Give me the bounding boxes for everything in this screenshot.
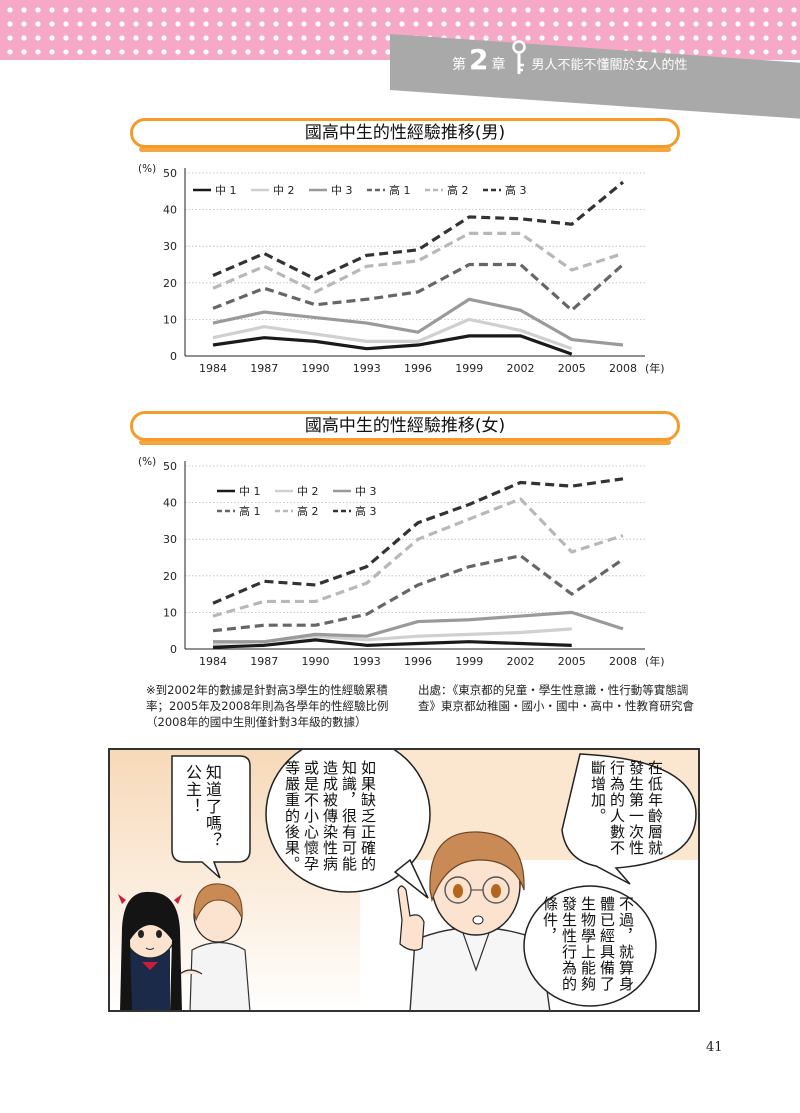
note-source: 出處：《東京都的兒童・學生性意識・性行動等實態調查》東京都幼稚園・國小・國中・高… [418,683,694,713]
y-tick-label: 10 [163,313,177,326]
x-tick-label: 1996 [404,655,432,668]
x-tick-label: 2005 [558,655,586,668]
chart-legend: 中 1 中 2 中 3 高 1 高 2 高 3 [193,183,527,197]
y-tick-label: 30 [163,240,177,253]
series-line-4 [212,554,624,633]
chart-legend: 中 1 中 2 中 3 高 1 高 2 高 3 [217,485,377,518]
chart-male: 0 10 20 30 40 50 (%) 1984 1987 1990 1993 1996 1999 20… [138,163,665,375]
x-axis-label: (年) [645,654,665,668]
speech-bubbles [171,750,697,1007]
speech-bubble-left: 知道了嗎？公主！ [183,764,222,849]
x-tick-label: 1990 [302,362,330,375]
x-tick-label: 2005 [558,362,586,375]
manga-panel: 知道了嗎？公主！ 如果缺乏正確的知識，很有可能造成被傳染性病或是不小心懷孕等嚴重… [108,748,700,1012]
header-dot-band [0,0,800,60]
legend-label: 中 3 [331,184,353,197]
series-line-2 [212,317,573,351]
legend-label: 中 3 [355,485,377,498]
series-line-4 [212,262,625,312]
x-tick-label: 2002 [507,655,535,668]
series-line-5 [212,231,624,294]
y-axis-label: (%) [138,163,156,175]
chart-title-male: 國高中生的性經驗推移(男) [130,118,680,152]
x-tick-label: 2002 [507,362,535,375]
legend-label: 高 2 [297,504,319,518]
legend-label: 高 2 [447,183,469,197]
legend-label: 高 3 [355,504,377,518]
chapter-number: 2 [469,43,489,76]
x-tick-label: 1987 [250,362,278,375]
y-tick-label: 30 [163,533,177,546]
speech-bubble-right-bottom: 不過，就算身體已經具備了生物學上能夠發生性行為的條件， [541,896,635,992]
y-tick-label: 10 [163,606,177,619]
chart-title-female: 國高中生的性經驗推移(女) [130,411,680,445]
series-line-3 [212,297,624,347]
x-axis-label: (年) [645,361,665,375]
y-tick-label: 20 [163,277,177,290]
x-tick-label: 1996 [404,362,432,375]
y-tick-label: 0 [170,350,177,363]
legend-label: 高 1 [389,183,411,197]
x-tick-label: 1993 [353,362,381,375]
legend-label: 中 2 [297,485,319,498]
y-axis-label: (%) [138,456,156,468]
key-icon [512,40,526,74]
legend-label: 高 1 [239,504,261,518]
note-data-scope: ※到2002年的數據是針對高3學生的性經驗累積率；2005年及2008年則為各學… [146,683,389,729]
speech-bubble-right-top: 在低年齡層就發生第一次性行為的人數不斷增加。 [589,760,664,856]
chart-female: 0 10 20 30 40 50 (%) 1984 1987 1990 1993 1996 1999 20… [138,456,665,668]
y-tick-label: 40 [163,204,177,217]
x-tick-label: 1984 [199,655,227,668]
chapter-prefix: 第 [452,57,466,73]
x-tick-label: 1999 [455,655,483,668]
legend-label: 中 1 [239,485,261,498]
legend-label: 高 3 [505,183,527,197]
page-number: 41 [706,1040,723,1055]
x-tick-label: 1984 [199,362,227,375]
x-tick-label: 2008 [609,655,637,668]
y-tick-label: 50 [163,167,177,180]
series-line-1 [212,334,573,356]
x-tick-label: 1990 [302,655,330,668]
series-line-1 [212,638,572,649]
y-tick-label: 0 [170,643,177,656]
legend-label: 中 1 [215,184,237,197]
series-line-6 [212,477,624,605]
man-character-small [179,883,251,1010]
series-line-5 [212,497,624,618]
legend-label: 中 2 [273,184,295,197]
speech-bubble-middle: 如果缺乏正確的知識，很有可能造成被傳染性病或是不小心懷孕等嚴重的後果。 [283,760,377,872]
chapter-title: 男人不能不懂關於女人的性 [531,58,688,73]
y-tick-label: 40 [163,497,177,510]
series-line-6 [212,180,625,281]
x-tick-label: 1993 [353,655,381,668]
y-tick-label: 50 [163,460,177,473]
y-tick-label: 20 [163,570,177,583]
x-tick-label: 1987 [250,655,278,668]
x-tick-label: 1999 [455,362,483,375]
x-tick-label: 2008 [609,362,637,375]
chapter-suffix: 章 [491,57,506,73]
girl-character [118,891,182,1010]
series-line-3 [213,610,624,644]
man-character-main [397,831,551,1010]
chapter-heading: 第 2 章 男人不能不懂關於女人的性 [452,43,688,76]
